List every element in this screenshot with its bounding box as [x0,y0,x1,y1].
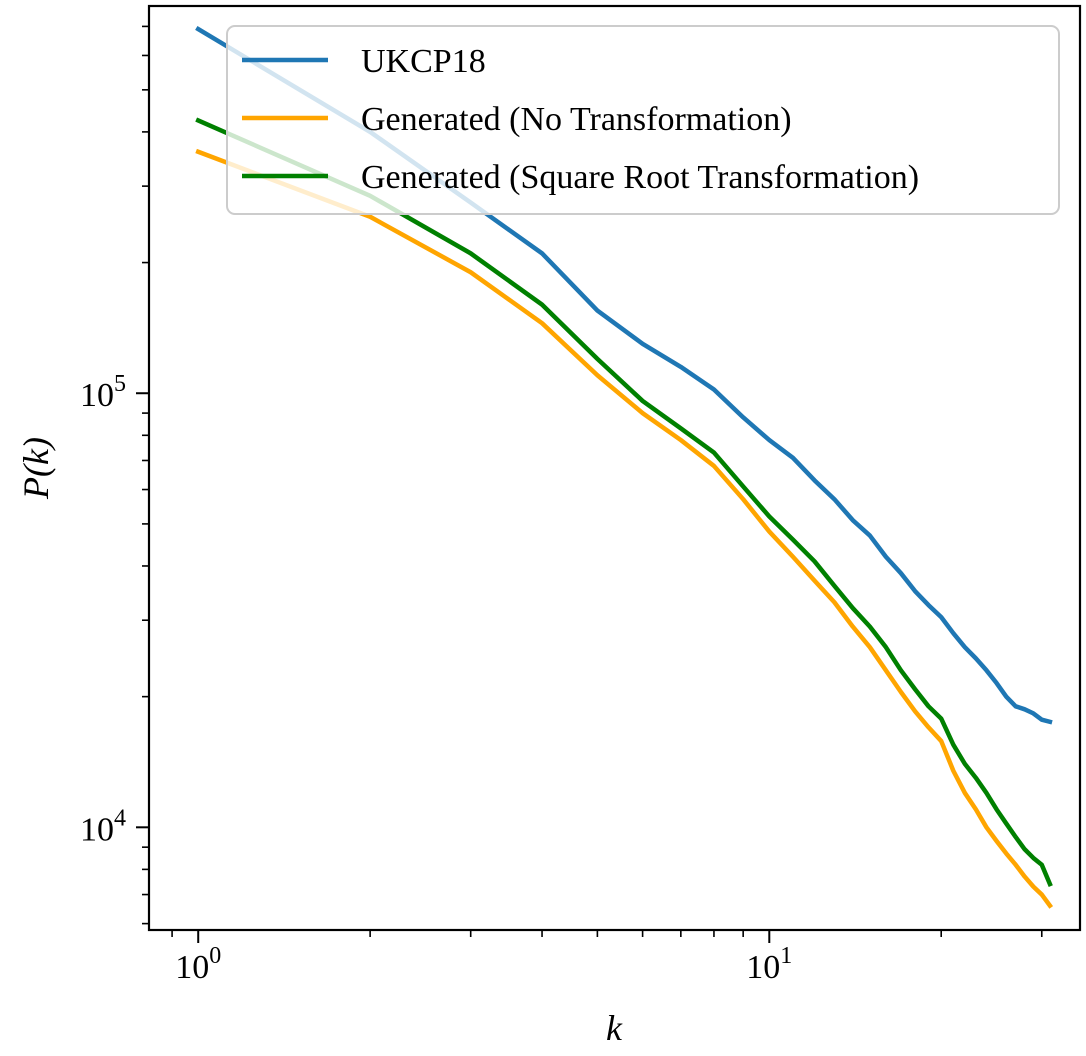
x-axis-label: k [606,1008,623,1048]
legend: UKCP18 Generated (No Transformation) Gener… [226,25,1060,215]
legend-label: UKCP18 [361,43,486,80]
y-axis-label: P(k) [16,437,56,500]
x-tick-label: 100 [175,943,221,986]
plot-frame [147,4,1082,932]
x-tick-label: 101 [746,943,792,986]
series-line-1 [195,26,1053,725]
series-line-2 [195,148,1054,909]
series-line-3 [195,117,1053,888]
ticks-layer [136,25,1043,943]
y-tick-label: 105 [80,371,126,414]
series-layer [195,26,1054,909]
legend-label: Generated (No Transformation) [361,101,792,138]
legend-label: Generated (Square Root Transformation) [361,159,919,196]
tick-labels-layer: 100 101 104 105 [80,371,792,986]
y-tick-label: 104 [80,805,126,848]
legend-box [226,25,1060,215]
